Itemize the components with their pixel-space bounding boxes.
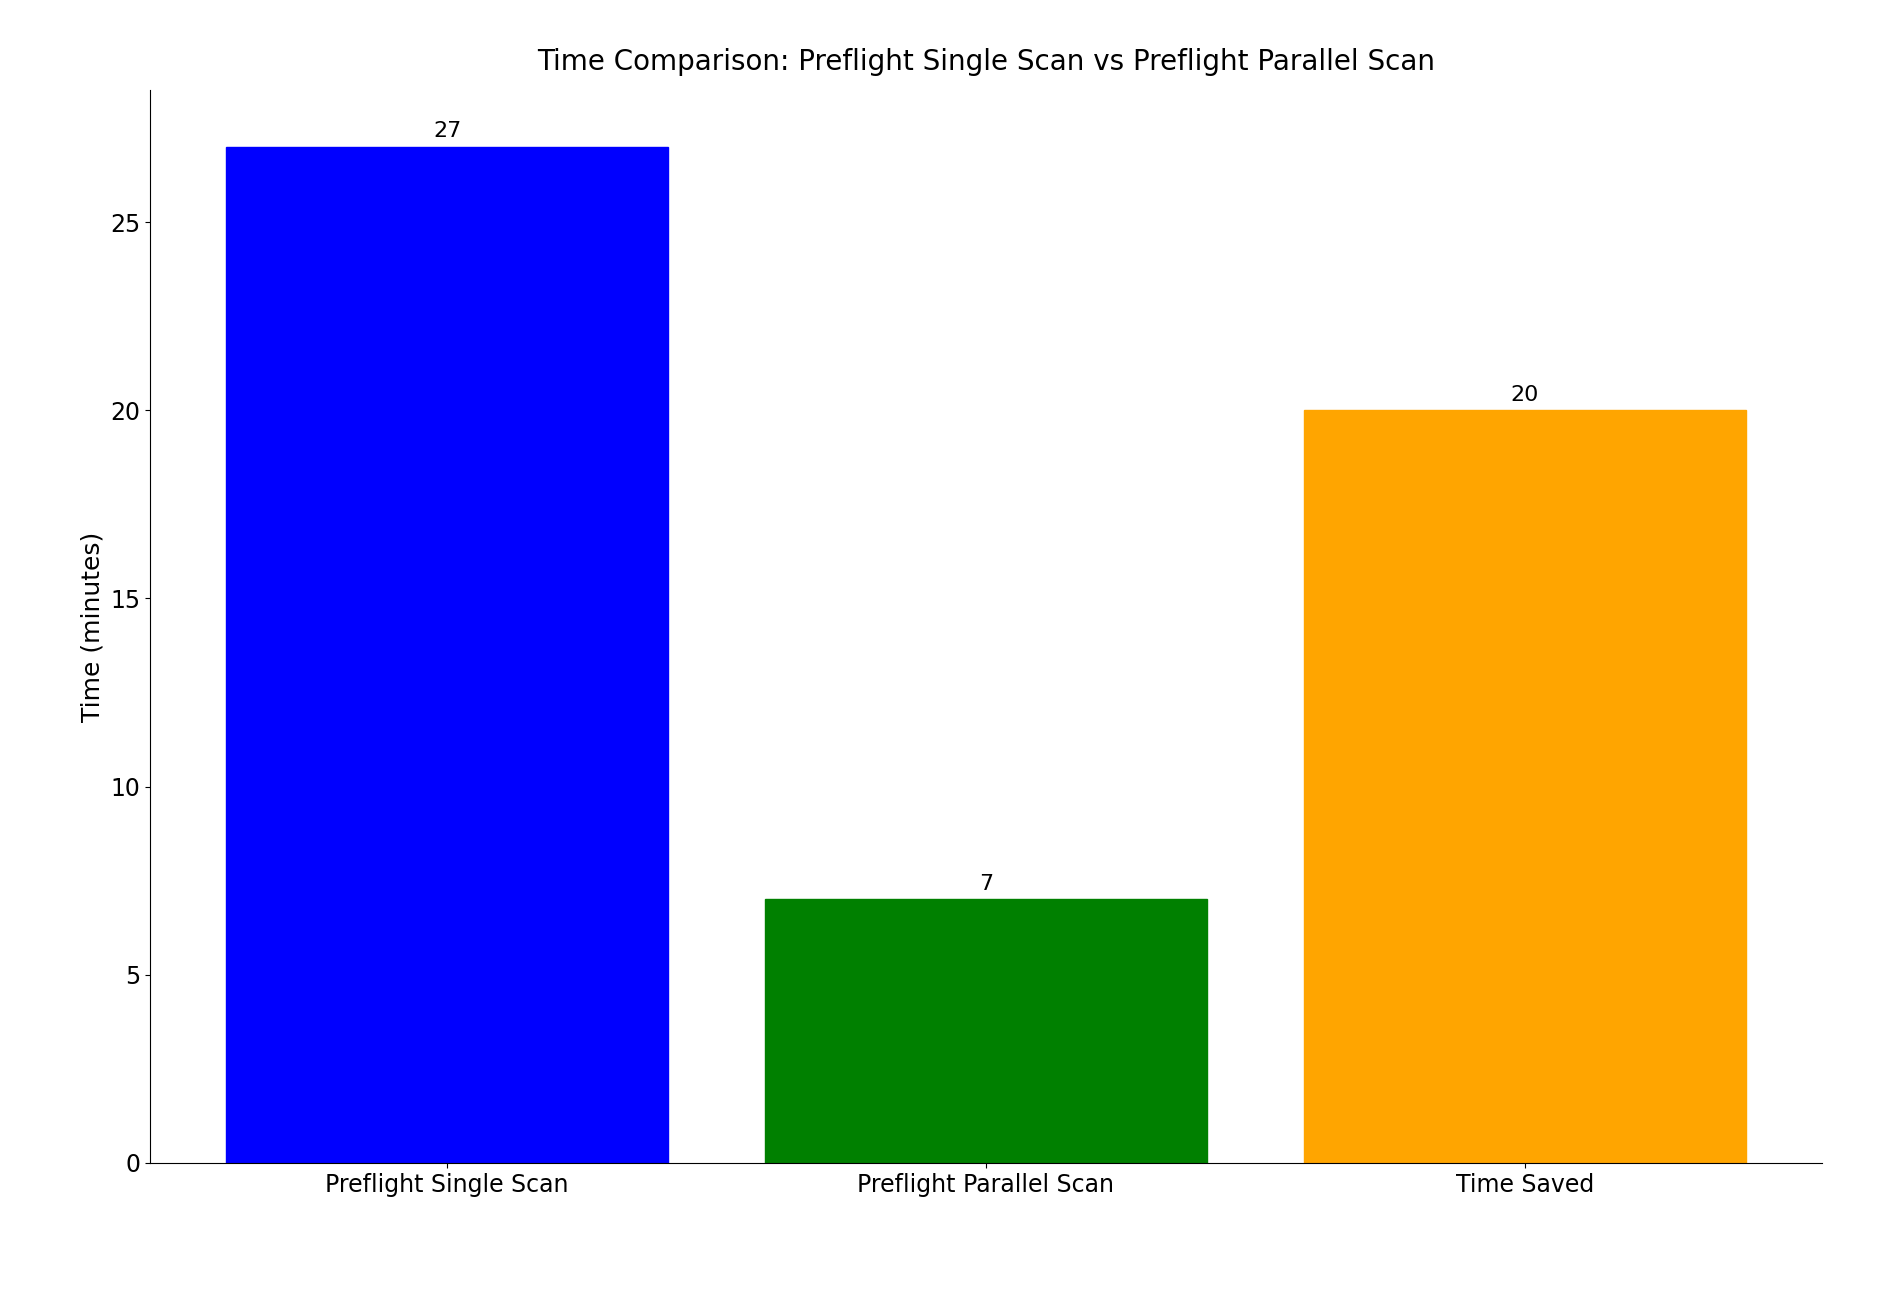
Bar <box>1303 411 1747 1163</box>
Text: 27: 27 <box>434 121 462 141</box>
Bar <box>225 147 669 1163</box>
Bar <box>764 899 1208 1163</box>
Text: 7: 7 <box>978 873 993 894</box>
Text: 20: 20 <box>1510 385 1538 404</box>
Y-axis label: Time (minutes): Time (minutes) <box>81 531 105 722</box>
Title: Time Comparison: Preflight Single Scan vs Preflight Parallel Scan: Time Comparison: Preflight Single Scan v… <box>537 48 1435 76</box>
